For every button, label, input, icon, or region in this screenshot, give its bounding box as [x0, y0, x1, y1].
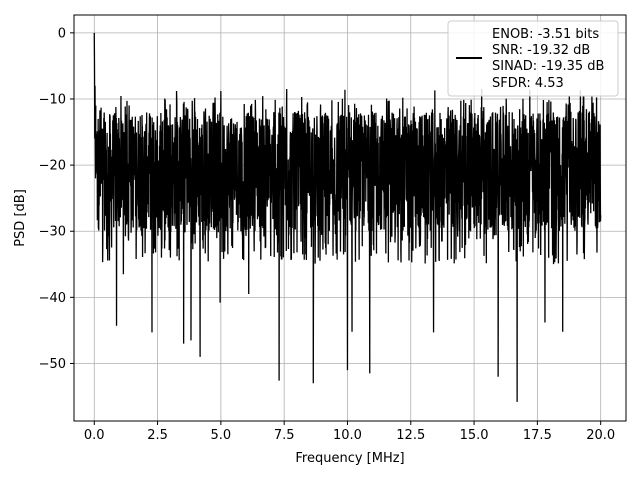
x-tick-label: 5.0 — [211, 428, 232, 443]
legend: ENOB: -3.51 bits SNR: -19.32 dB SINAD: -… — [447, 20, 619, 97]
y-tick-label: −40 — [39, 291, 66, 306]
y-tick-label: −10 — [39, 92, 66, 107]
x-tick-label: 20.0 — [586, 428, 615, 443]
legend-enob: ENOB: -3.51 bits — [492, 27, 599, 42]
legend-box — [447, 20, 619, 97]
x-axis-label: Frequency [MHz] — [295, 451, 404, 466]
y-tick-label: −20 — [39, 159, 66, 174]
y-tick-label: −50 — [39, 357, 66, 372]
x-tick-label: 17.5 — [523, 428, 552, 443]
y-tick-label: 0 — [58, 26, 66, 41]
plot-area — [93, 32, 602, 402]
x-tick-label: 12.5 — [396, 428, 425, 443]
x-tick-label: 15.0 — [460, 428, 489, 443]
y-tick-label: −30 — [39, 225, 66, 240]
y-axis-label: PSD [dB] — [13, 189, 28, 247]
axes-frame — [73, 14, 627, 422]
ticks: 0.0 2.5 5.0 7.5 10.0 12.5 15.0 17.5 20.0 0 −10 −20 −… — [39, 26, 616, 443]
legend-snr: SNR: -19.32 dB — [492, 43, 590, 58]
legend-sfdr: SFDR: 4.53 — [492, 76, 564, 91]
x-tick-label: 7.5 — [274, 428, 295, 443]
x-tick-label: 10.0 — [333, 428, 362, 443]
psd-series-line — [93, 32, 602, 402]
legend-sinad: SINAD: -19.35 dB — [492, 59, 604, 74]
x-tick-label: 2.5 — [147, 428, 168, 443]
x-tick-label: 0.0 — [84, 428, 105, 443]
